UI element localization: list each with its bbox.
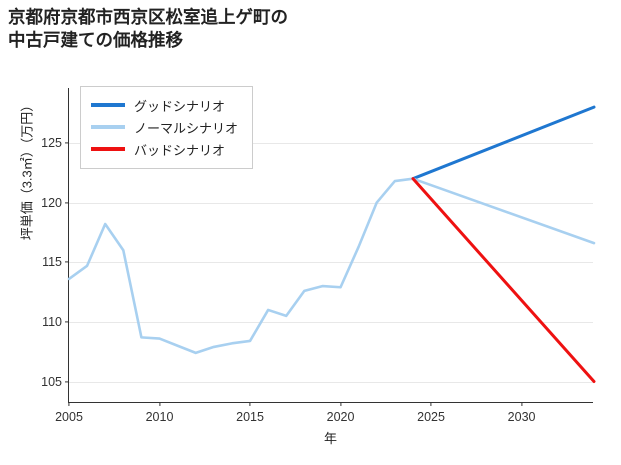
legend-label: バッドシナリオ	[134, 142, 226, 158]
x-tick-label: 2010	[145, 410, 174, 424]
gridline	[69, 381, 593, 383]
x-tick-label: 2025	[417, 410, 445, 424]
y-axis-label: 坪単価（3.3㎡）（万円）	[19, 98, 35, 241]
legend-item[interactable]: バッドシナリオ	[91, 138, 238, 160]
y-tick-label: 125	[41, 135, 62, 150]
legend-label: ノーマルシナリオ	[134, 120, 239, 136]
legend-item[interactable]: グッドシナリオ	[91, 94, 238, 116]
series-line	[411, 177, 596, 384]
legend-color-swatch	[91, 125, 125, 129]
x-tick-mark	[158, 402, 161, 406]
series-line	[67, 177, 596, 355]
legend-label: グッドシナリオ	[134, 98, 226, 114]
x-tick-label: 2005	[55, 410, 83, 424]
y-tick-mark	[65, 142, 69, 144]
series-line	[411, 105, 596, 181]
gridline	[69, 202, 593, 204]
gridline	[69, 142, 593, 144]
x-tick-mark	[249, 402, 251, 406]
y-tick-mark	[65, 261, 69, 263]
legend-item[interactable]: ノーマルシナリオ	[91, 116, 238, 138]
y-tick-label: 115	[42, 255, 62, 270]
x-tick-label: 2030	[507, 410, 536, 424]
y-tick-label: 110	[42, 314, 62, 329]
y-tick-label: 105	[41, 374, 62, 389]
y-tick-mark	[65, 201, 69, 204]
legend-color-swatch	[91, 147, 125, 151]
x-tick-label: 2015	[236, 410, 264, 424]
y-tick-mark	[65, 380, 69, 383]
legend-color-swatch	[91, 103, 125, 107]
x-tick-label: 2020	[326, 410, 355, 424]
y-tick-mark	[65, 321, 69, 323]
x-tick-mark	[339, 402, 342, 406]
chart-title: 京都府京都市西京区松室追上ゲ町の 中古戸建ての価格推移	[8, 7, 288, 51]
chart-legend: グッドシナリオ ノーマルシナリオ バッドシナリオ	[80, 86, 254, 169]
y-tick-label: 120	[41, 195, 62, 210]
x-axis-label: 年	[323, 431, 337, 446]
x-tick-mark	[68, 402, 70, 406]
plot-area: 105 110 115 120 125 2005 2010 2015 2020 2025 2030	[41, 88, 596, 424]
series-lines	[67, 105, 596, 384]
gridline	[69, 321, 593, 323]
gridline	[69, 262, 593, 264]
x-tick-mark	[430, 402, 432, 406]
x-tick-mark	[520, 402, 523, 406]
